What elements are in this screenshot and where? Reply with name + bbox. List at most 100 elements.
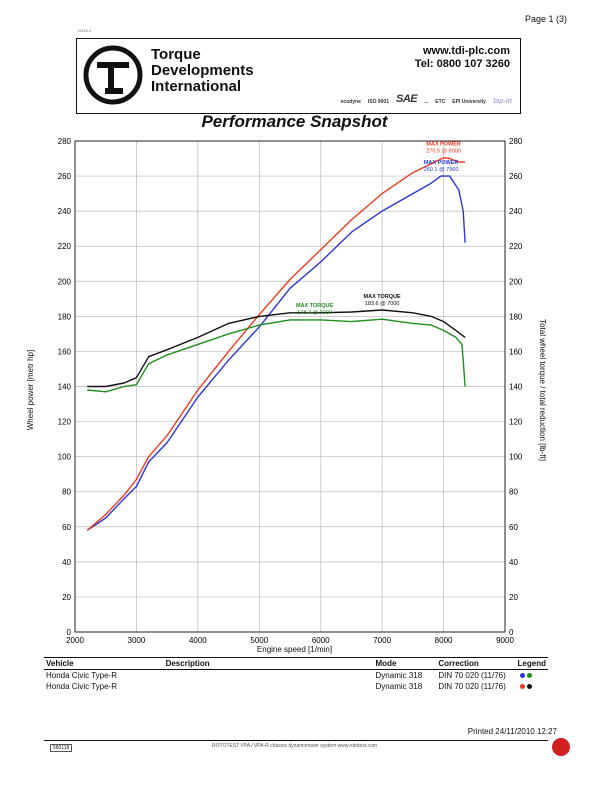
y-axis-label-left: Wheel power [metr hp] xyxy=(26,349,35,431)
y-tick-label-left: 260 xyxy=(58,172,72,181)
cell-mode: Dynamic 318 xyxy=(375,682,423,691)
y-tick-label-left: 140 xyxy=(58,383,72,392)
annotation-value: 183.6 @ 7000 xyxy=(365,301,400,307)
footer-note: ROTOTEST VPA / VPA-R chassis dynamometer… xyxy=(212,743,377,749)
cell-vehicle: Honda Civic Type-R xyxy=(46,671,117,680)
y-tick-label-right: 180 xyxy=(509,312,523,321)
y-tick-label-left: 160 xyxy=(58,347,72,356)
x-tick-label: 7000 xyxy=(373,636,391,645)
company-header: Torque Developments International www.td… xyxy=(76,38,521,114)
y-tick-label-left: 240 xyxy=(58,207,72,216)
x-tick-label: 6000 xyxy=(312,636,330,645)
y-tick-label-left: 280 xyxy=(58,137,72,146)
contact-info: www.tdi-plc.com Tel: 0800 107 3260 xyxy=(415,45,510,71)
phone-text: Tel: 0800 107 3260 xyxy=(414,58,510,70)
y-tick-label-left: 120 xyxy=(58,418,72,427)
col-vehicle: Vehicle xyxy=(44,657,164,670)
x-tick-label: 5000 xyxy=(250,636,268,645)
x-tick-label: 4000 xyxy=(189,636,207,645)
y-tick-label-right: 200 xyxy=(509,277,523,286)
cell-description xyxy=(164,681,374,692)
y-axis-label-right: Total wheel torque / total reduction [lb… xyxy=(538,319,547,461)
annotation-value: 260.1 @ 7960 xyxy=(424,167,459,173)
y-tick-label-right: 120 xyxy=(509,418,523,427)
legend-swatch-power-icon xyxy=(519,684,525,689)
legend-swatch-torque-icon xyxy=(526,684,532,689)
annotation-label: MAX POWER xyxy=(424,160,459,166)
y-tick-label-right: 40 xyxy=(509,558,518,567)
y-tick-label-right: 280 xyxy=(509,137,523,146)
y-tick-label-right: 0 xyxy=(509,628,514,637)
cert-ecodyne: ecodyne xyxy=(340,99,361,105)
y-tick-label-left: 0 xyxy=(67,628,72,637)
legend-header-row: Vehicle Description Mode Correction Lege… xyxy=(44,657,548,670)
y-tick-label-right: 100 xyxy=(509,453,523,462)
col-mode: Mode xyxy=(373,657,437,670)
certification-logos: ecodyne ISO 9001 SAE ... ETC EPI Univers… xyxy=(341,93,512,105)
annotation-label: MAX TORQUE xyxy=(296,303,334,309)
cert-epi-university: EPI University xyxy=(452,99,486,105)
series-line-4 xyxy=(87,318,466,393)
cert-etc: ETC xyxy=(435,99,446,105)
col-description: Description xyxy=(163,657,374,670)
y-tick-label-right: 220 xyxy=(509,242,523,251)
col-correction: Correction xyxy=(436,657,516,670)
legend-swatch-torque-icon xyxy=(526,673,532,678)
y-tick-label-left: 40 xyxy=(62,558,71,567)
cert-tap-in: tap-in xyxy=(492,98,512,105)
y-tick-label-left: 20 xyxy=(62,593,71,602)
x-tick-label: 9000 xyxy=(496,636,514,645)
chart-title: Performance Snapshot xyxy=(201,112,388,131)
y-tick-label-left: 60 xyxy=(62,523,71,532)
cell-correction: DIN 70 020 (11/76) xyxy=(438,671,506,680)
x-axis-label: Engine speed [1/min] xyxy=(256,645,333,654)
annotation-label: MAX POWER xyxy=(426,142,461,148)
cell-vehicle: Honda Civic Type-R xyxy=(46,682,117,691)
col-legend: Legend xyxy=(515,657,548,670)
company-name-line-1: Torque xyxy=(151,46,201,63)
cell-legend xyxy=(516,681,548,692)
sheet-number: 580118 xyxy=(50,744,73,752)
annotation-label: MAX TORQUE xyxy=(364,294,402,300)
y-tick-label-left: 100 xyxy=(58,453,72,462)
tdi-logo-icon xyxy=(83,45,143,105)
y-tick-label-right: 140 xyxy=(509,383,523,392)
y-tick-label-right: 20 xyxy=(509,593,518,602)
x-tick-label: 8000 xyxy=(435,636,453,645)
cell-legend xyxy=(516,670,548,682)
cell-description xyxy=(164,670,374,682)
cell-mode: Dynamic 318 xyxy=(375,671,423,680)
x-tick-label: 2000 xyxy=(66,636,84,645)
y-tick-label-left: 180 xyxy=(58,312,72,321)
plot-frame xyxy=(74,140,506,633)
company-name: Torque Developments International xyxy=(151,47,254,95)
printed-timestamp: Printed 24/11/2010 12:27 xyxy=(467,727,557,736)
footer-divider xyxy=(44,740,548,741)
rototest-seal-icon xyxy=(552,738,570,756)
table-row: Honda Civic Type-R Dynamic 318 DIN 70 02… xyxy=(44,670,548,682)
y-tick-label-right: 240 xyxy=(509,207,523,216)
annotation-value: 178.4 @ 7000 xyxy=(297,310,332,316)
x-tick-label: 3000 xyxy=(128,636,146,645)
y-tick-label-right: 80 xyxy=(509,488,518,497)
company-name-line-2: Developments xyxy=(151,62,254,79)
y-tick-label-right: 260 xyxy=(509,172,523,181)
company-name-line-3: International xyxy=(151,78,242,95)
series-line-1 xyxy=(86,175,466,531)
page-number: Page 1 (3) xyxy=(524,14,567,24)
table-row: Honda Civic Type-R Dynamic 318 DIN 70 02… xyxy=(44,681,548,692)
y-tick-label-right: 60 xyxy=(509,523,518,532)
series-line-3 xyxy=(87,309,466,388)
cell-correction: DIN 70 020 (11/76) xyxy=(438,682,506,691)
y-tick-label-left: 220 xyxy=(58,242,72,251)
legend-table: Vehicle Description Mode Correction Lege… xyxy=(44,657,548,692)
document-code: DS10-1 xyxy=(78,28,92,33)
cert-iso: ISO 9001 xyxy=(367,99,389,105)
website-text: www.tdi-plc.com xyxy=(423,45,510,57)
y-tick-label-left: 80 xyxy=(62,488,71,497)
series-line-2 xyxy=(86,157,466,531)
y-tick-label-left: 200 xyxy=(58,277,72,286)
cert-unknown: ... xyxy=(424,99,429,105)
annotation-value: 270.5 @ 8000 xyxy=(426,149,461,155)
